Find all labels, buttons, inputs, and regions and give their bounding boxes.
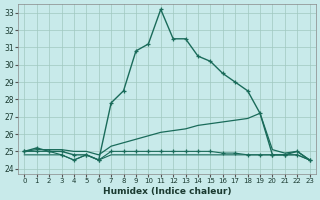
- X-axis label: Humidex (Indice chaleur): Humidex (Indice chaleur): [103, 187, 231, 196]
